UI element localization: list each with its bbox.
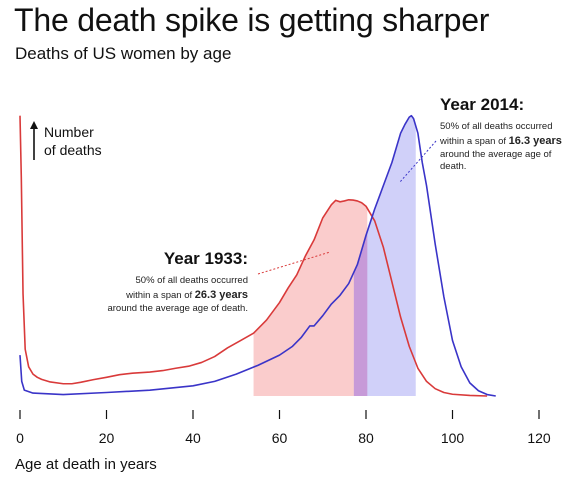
- annotation-2014-line3: around the average age of: [440, 149, 552, 160]
- x-axis-label: Age at death in years: [15, 456, 157, 473]
- x-axis: 0 20 40 60 80 100 120: [16, 410, 551, 446]
- chart-title: The death spike is getting sharper: [14, 2, 490, 38]
- annotation-1933-line2-pre: within a span of: [125, 290, 195, 301]
- x-tick-label-120: 120: [527, 430, 551, 446]
- annotation-1933-span: 26.3 years: [195, 289, 248, 301]
- y-axis-label: Number of deaths: [30, 121, 102, 160]
- annotation-1933: Year 1933: 50% of all deaths occurred wi…: [107, 249, 331, 314]
- x-tick-label-60: 60: [272, 430, 288, 446]
- shaded-areas: [253, 115, 416, 396]
- chart-subtitle: Deaths of US women by age: [15, 44, 232, 63]
- annotation-2014-line2: within a span of 16.3 years: [439, 135, 562, 147]
- y-axis-label-line2: of deaths: [44, 142, 102, 158]
- annotation-2014-leader: [399, 140, 437, 183]
- x-tick-label-80: 80: [358, 430, 374, 446]
- curves: [19, 114, 496, 397]
- annotation-1933-leader: [257, 251, 331, 275]
- annotation-2014-line4: death.: [440, 161, 466, 172]
- shaded-overlap: [353, 231, 368, 396]
- annotation-2014: Year 2014: 50% of all deaths occurred wi…: [399, 95, 562, 183]
- curve-1933: [19, 115, 488, 397]
- annotation-1933-heading: Year 1933:: [164, 249, 248, 268]
- shaded-area-1933: [253, 199, 368, 396]
- x-tick-label-20: 20: [99, 430, 115, 446]
- annotation-1933-line3: around the average age of death.: [107, 303, 248, 314]
- curve-2014: [19, 114, 496, 397]
- annotation-2014-span: 16.3 years: [509, 135, 562, 147]
- annotation-1933-line1: 50% of all deaths occurred: [136, 275, 248, 286]
- annotation-2014-line1: 50% of all deaths occurred: [440, 121, 552, 132]
- x-tick-label-0: 0: [16, 430, 24, 446]
- x-tick-label-100: 100: [441, 430, 465, 446]
- y-axis-label-line1: Number: [44, 124, 94, 140]
- annotation-1933-line2: within a span of 26.3 years: [125, 289, 248, 301]
- x-tick-label-40: 40: [185, 430, 201, 446]
- annotation-2014-heading: Year 2014:: [440, 95, 524, 114]
- arrow-head: [30, 121, 38, 129]
- annotation-2014-line2-pre: within a span of: [439, 136, 509, 147]
